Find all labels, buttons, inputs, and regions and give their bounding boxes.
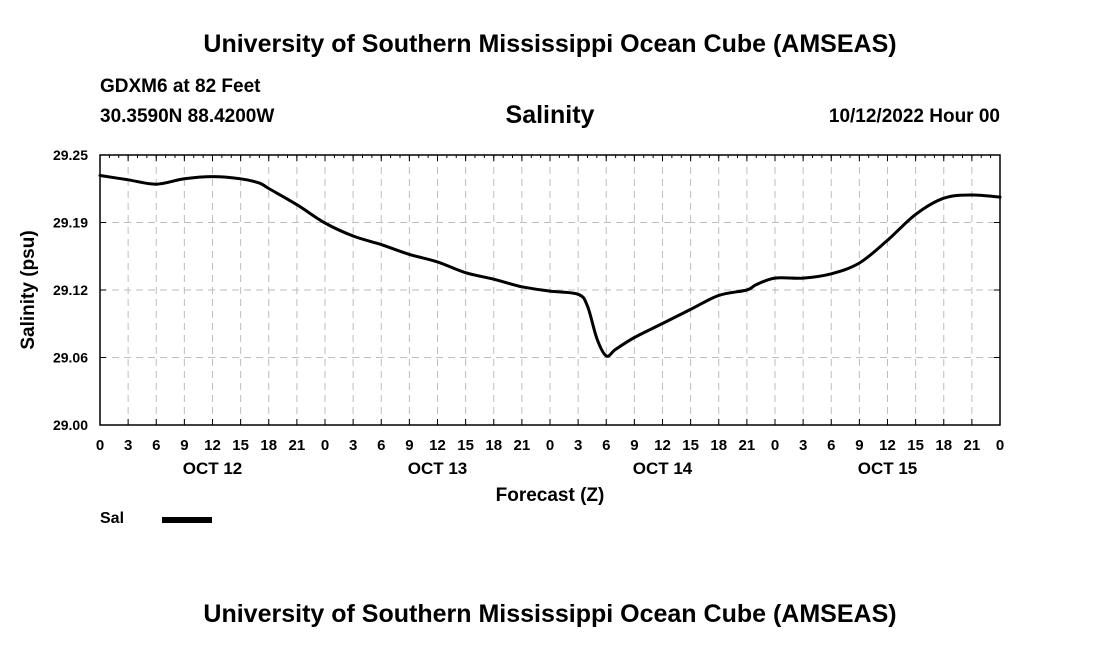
x-tick-label: 15 <box>232 437 249 454</box>
footer-title: University of Southern Mississippi Ocean… <box>203 600 897 628</box>
x-tick-label: 18 <box>260 437 277 454</box>
x-tick-label: 15 <box>457 437 474 454</box>
x-tick-label: 21 <box>964 437 981 454</box>
x-tick-label: 21 <box>514 437 531 454</box>
y-tick-label: 29.12 <box>53 282 88 298</box>
x-tick-label: 12 <box>654 437 671 454</box>
x-tick-label: 0 <box>321 437 329 454</box>
x-tick-label: 6 <box>377 437 385 454</box>
axis-labels: 0 3 6 9 12 15 18 21 0 3 6 9 12 15 18 21 0 3 6 9 12 15 18 21 0 3 6 9… <box>18 147 1004 506</box>
x-tick-label: 0 <box>771 437 779 454</box>
x-tick-label: 0 <box>96 437 104 454</box>
day-label: OCT 13 <box>408 459 468 478</box>
x-tick-label: 15 <box>682 437 699 454</box>
x-tick-label: 12 <box>429 437 446 454</box>
main-title: University of Southern Mississippi Ocean… <box>203 30 897 58</box>
day-label: OCT 15 <box>858 459 918 478</box>
x-tick-label: 15 <box>907 437 924 454</box>
x-tick-label: 21 <box>739 437 756 454</box>
y-tick-label: 29.00 <box>53 417 88 433</box>
x-tick-label: 9 <box>180 437 188 454</box>
chart-title: Salinity <box>505 101 595 129</box>
x-tick-label: 3 <box>124 437 132 454</box>
x-tick-label: 18 <box>935 437 952 454</box>
legend-swatch <box>162 517 212 523</box>
forecast-datetime: 10/12/2022 Hour 00 <box>828 106 1000 127</box>
x-tick-label: 12 <box>204 437 221 454</box>
y-axis-title: Salinity (psu) <box>18 230 39 349</box>
axes <box>99 154 1001 426</box>
x-tick-label: 9 <box>855 437 863 454</box>
x-tick-label: 3 <box>799 437 807 454</box>
y-tick-label: 29.06 <box>53 350 88 366</box>
station-coordinates: 30.3590N 88.4200W <box>100 106 275 127</box>
x-tick-label: 0 <box>546 437 554 454</box>
x-tick-label: 3 <box>349 437 357 454</box>
x-tick-label: 18 <box>485 437 502 454</box>
x-axis-title: Forecast (Z) <box>496 485 605 506</box>
y-tick-label: 29.19 <box>53 215 88 231</box>
y-tick-label: 29.25 <box>53 147 88 163</box>
series-layer <box>98 174 1002 358</box>
x-tick-label: 0 <box>996 437 1004 454</box>
x-tick-label: 6 <box>602 437 610 454</box>
x-tick-label: 9 <box>405 437 413 454</box>
x-tick-label: 12 <box>879 437 896 454</box>
day-label: OCT 12 <box>183 459 243 478</box>
x-tick-label: 6 <box>152 437 160 454</box>
plot-frame <box>99 154 1001 426</box>
day-label: OCT 14 <box>633 459 693 478</box>
x-tick-label: 18 <box>710 437 727 454</box>
x-tick-label: 6 <box>827 437 835 454</box>
series-line-sal <box>98 174 1002 358</box>
station-name: GDXM6 at 82 Feet <box>100 76 261 97</box>
x-tick-label: 9 <box>630 437 638 454</box>
legend-label: Sal <box>100 510 125 527</box>
x-tick-label: 21 <box>289 437 306 454</box>
x-tick-label: 3 <box>574 437 582 454</box>
